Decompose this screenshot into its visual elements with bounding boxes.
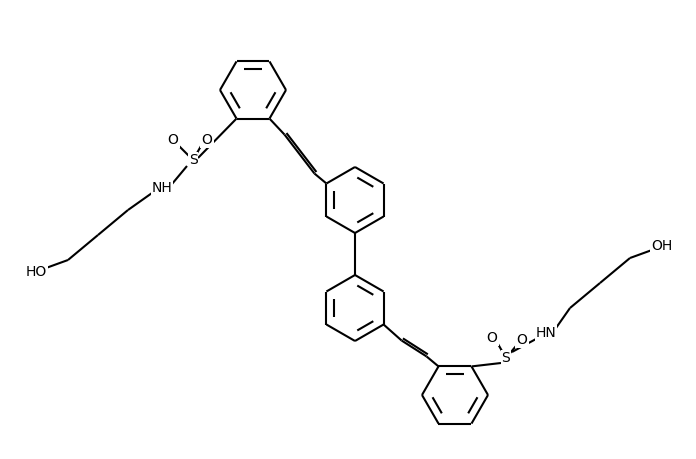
- Text: NH: NH: [152, 181, 173, 195]
- Text: HN: HN: [536, 326, 556, 340]
- Text: S: S: [189, 153, 198, 167]
- Text: O: O: [487, 331, 498, 345]
- Text: O: O: [168, 133, 178, 147]
- Text: HO: HO: [25, 265, 47, 279]
- Text: S: S: [502, 351, 510, 365]
- Text: OH: OH: [651, 239, 672, 253]
- Text: O: O: [516, 333, 528, 347]
- Text: O: O: [202, 133, 212, 147]
